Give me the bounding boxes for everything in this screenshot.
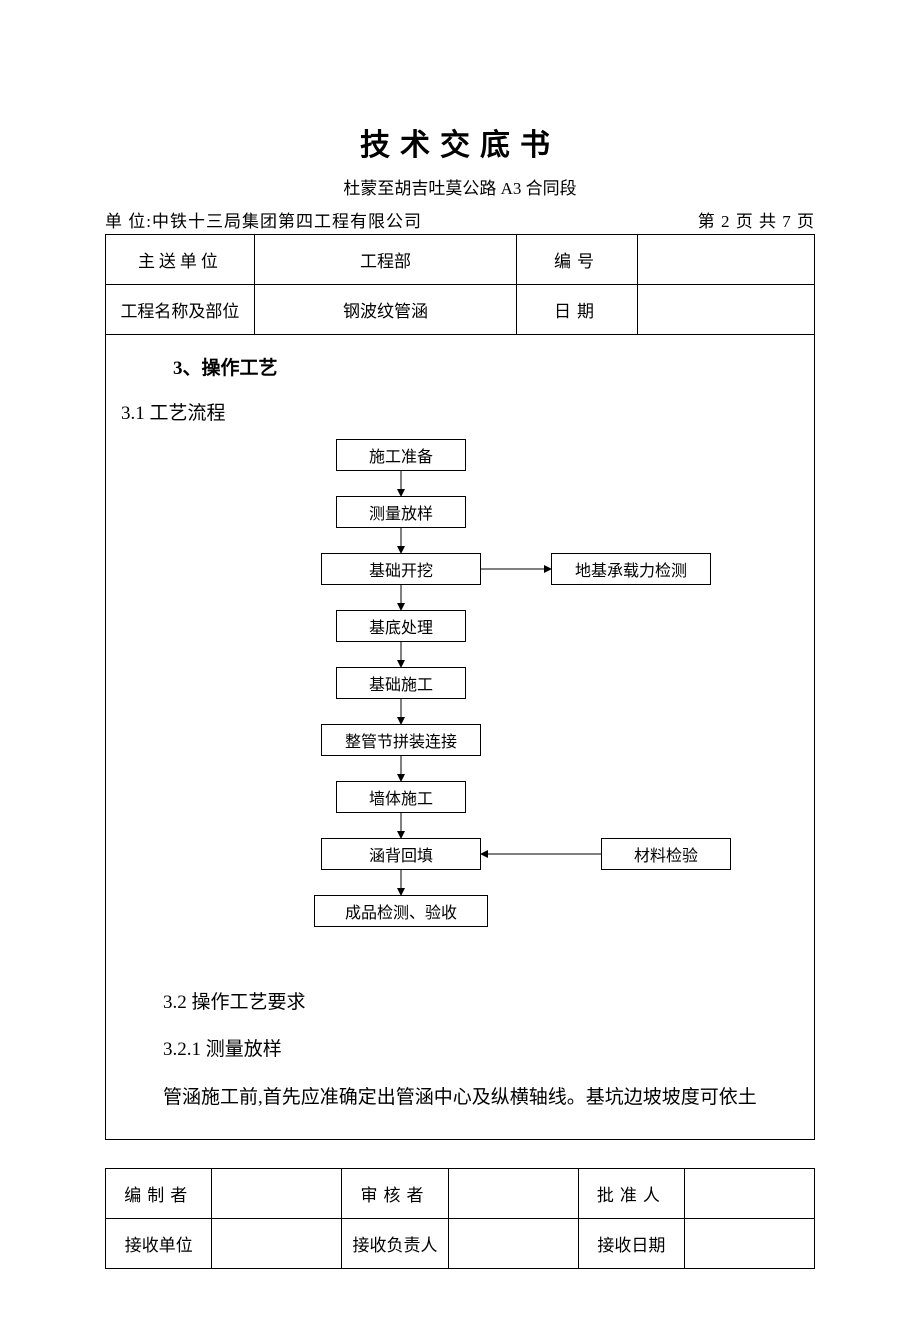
section-3-2-1: 3.2.1 测量放样 [163, 1034, 799, 1061]
header-table: 主送单位 工程部 编号 工程名称及部位 钢波纹管涵 日期 [105, 234, 815, 335]
process-flowchart: 施工准备测量放样基础开挖基底处理基础施工整管节拼装连接墙体施工涵背回填成品检测、… [121, 439, 799, 969]
flow-node-n7: 墙体施工 [336, 781, 466, 813]
cell-recv-person-label: 接收负责人 [342, 1219, 448, 1269]
cell-project-value: 钢波纹管涵 [254, 285, 516, 335]
cell-code-label: 编号 [517, 235, 638, 285]
flow-node-n6: 整管节拼装连接 [321, 724, 481, 756]
cell-recv-date-label: 接收日期 [578, 1219, 684, 1269]
table-row: 接收单位 接收负责人 接收日期 [106, 1219, 815, 1269]
cell-recv-date-value [685, 1219, 815, 1269]
flow-node-n5: 基础施工 [336, 667, 466, 699]
flow-node-n9: 成品检测、验收 [314, 895, 488, 927]
cell-recv-unit-label: 接收单位 [106, 1219, 212, 1269]
table-row: 主送单位 工程部 编号 [106, 235, 815, 285]
section-3-2: 3.2 操作工艺要求 [163, 987, 799, 1014]
flow-node-s1: 地基承载力检测 [551, 553, 711, 585]
doc-subtitle: 杜蒙至胡吉吐莫公路 A3 合同段 [105, 174, 815, 199]
cell-send-unit-value: 工程部 [254, 235, 516, 285]
unit-label: 单 位: [105, 212, 152, 231]
cell-send-unit-label: 主送单位 [106, 235, 255, 285]
cell-author-value [212, 1169, 342, 1219]
flow-node-n2: 测量放样 [336, 496, 466, 528]
cell-date-value [637, 285, 814, 335]
section-3: 3、操作工艺 [173, 353, 799, 380]
cell-date-label: 日期 [517, 285, 638, 335]
page-info: 第 2 页 共 7 页 [698, 207, 815, 232]
meta-row: 单 位:中铁十三局集团第四工程有限公司 第 2 页 共 7 页 [105, 207, 815, 232]
flow-node-n3: 基础开挖 [321, 553, 481, 585]
cell-reviewer-value [448, 1169, 578, 1219]
cell-approver-label: 批准人 [578, 1169, 684, 1219]
cell-approver-value [685, 1169, 815, 1219]
flow-node-n4: 基底处理 [336, 610, 466, 642]
unit-line: 单 位:中铁十三局集团第四工程有限公司 [105, 207, 422, 232]
flow-node-s2: 材料检验 [601, 838, 731, 870]
cell-project-label: 工程名称及部位 [106, 285, 255, 335]
body-paragraph: 管涵施工前,首先应准确定出管涵中心及纵横轴线。基坑边坡坡度可依土 [163, 1081, 799, 1115]
table-row: 工程名称及部位 钢波纹管涵 日期 [106, 285, 815, 335]
doc-title: 技术交底书 [105, 120, 815, 164]
page: 技术交底书 杜蒙至胡吉吐莫公路 A3 合同段 单 位:中铁十三局集团第四工程有限… [0, 0, 920, 1329]
cell-recv-unit-value [212, 1219, 342, 1269]
cell-code-value [637, 235, 814, 285]
cell-recv-person-value [448, 1219, 578, 1269]
unit-value: 中铁十三局集团第四工程有限公司 [152, 212, 422, 231]
section-3-1: 3.1 工艺流程 [121, 398, 799, 425]
flow-node-n8: 涵背回填 [321, 838, 481, 870]
sign-table: 编制者 审核者 批准人 接收单位 接收负责人 接收日期 [105, 1168, 815, 1269]
table-row: 编制者 审核者 批准人 [106, 1169, 815, 1219]
flow-node-n1: 施工准备 [336, 439, 466, 471]
cell-author-label: 编制者 [106, 1169, 212, 1219]
content-area: 3、操作工艺 3.1 工艺流程 施工准备测量放样基础开挖基底处理基础施工整管节拼… [105, 335, 815, 1140]
cell-reviewer-label: 审核者 [342, 1169, 448, 1219]
